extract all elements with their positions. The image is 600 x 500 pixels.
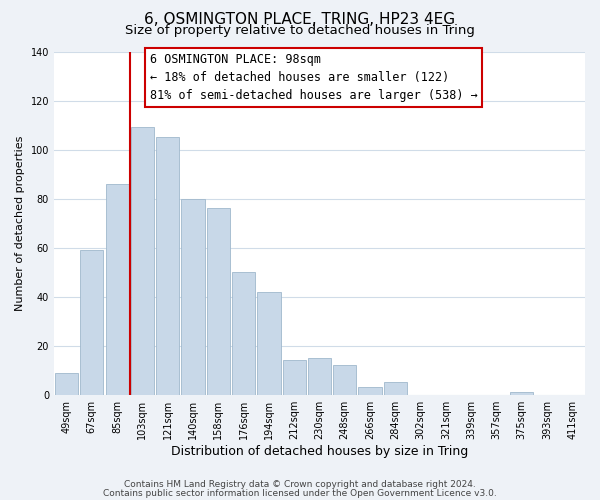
Text: 6 OSMINGTON PLACE: 98sqm
← 18% of detached houses are smaller (122)
81% of semi-: 6 OSMINGTON PLACE: 98sqm ← 18% of detach… — [149, 53, 477, 102]
Bar — [283, 360, 306, 394]
Bar — [232, 272, 255, 394]
Bar — [257, 292, 281, 395]
Text: Contains HM Land Registry data © Crown copyright and database right 2024.: Contains HM Land Registry data © Crown c… — [124, 480, 476, 489]
Bar — [308, 358, 331, 395]
X-axis label: Distribution of detached houses by size in Tring: Distribution of detached houses by size … — [171, 444, 468, 458]
Bar — [206, 208, 230, 394]
Bar — [333, 366, 356, 394]
Bar — [156, 138, 179, 394]
Y-axis label: Number of detached properties: Number of detached properties — [15, 136, 25, 311]
Bar — [131, 128, 154, 394]
Text: Contains public sector information licensed under the Open Government Licence v3: Contains public sector information licen… — [103, 489, 497, 498]
Bar — [55, 372, 78, 394]
Bar — [106, 184, 129, 394]
Bar — [80, 250, 103, 394]
Bar — [358, 388, 382, 394]
Text: Size of property relative to detached houses in Tring: Size of property relative to detached ho… — [125, 24, 475, 37]
Bar — [383, 382, 407, 394]
Text: 6, OSMINGTON PLACE, TRING, HP23 4EG: 6, OSMINGTON PLACE, TRING, HP23 4EG — [145, 12, 455, 28]
Bar — [510, 392, 533, 394]
Bar — [181, 198, 205, 394]
